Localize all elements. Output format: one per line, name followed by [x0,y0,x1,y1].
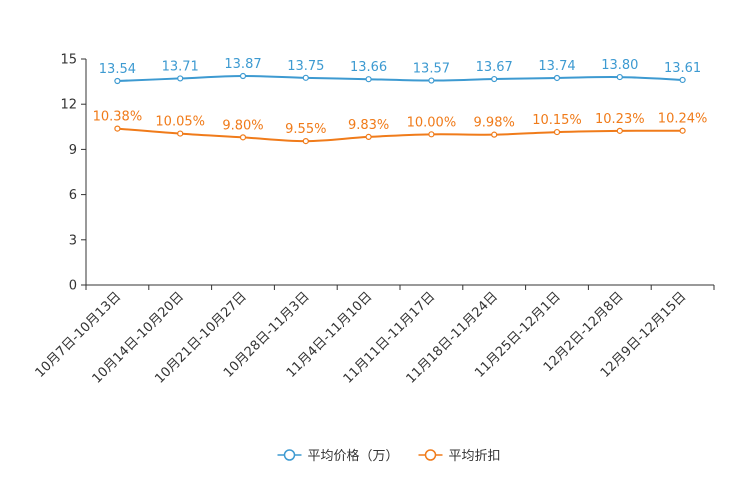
legend-marker-icon [283,449,296,461]
series-1-data-label: 10.15% [532,113,582,128]
series-1-data-label: 9.80% [222,118,263,133]
y-tick-label: 0 [69,279,77,294]
y-tick-label: 3 [69,233,77,248]
series-0-data-label: 13.71 [162,59,199,74]
y-tick-label: 12 [60,98,77,113]
series-0-point [239,72,247,80]
series-0-data-label: 13.74 [538,59,575,74]
series-1-data-label: 9.83% [348,118,389,133]
series-1-data-label: 10.23% [595,112,645,127]
series-0-point [679,76,686,84]
data-label-layer: 13.54 13.71 13.87 13.75 13.66 13.57 13.67 13.74… [93,57,708,137]
series-1-data-label: 9.98% [474,116,515,131]
series-0-data-label: 13.61 [664,61,701,76]
series-0-point [553,74,561,82]
series-1-data-label: 10.00% [407,115,457,130]
series-1-point [365,133,372,140]
series-0-data-label: 13.87 [224,57,261,72]
series-0-point [365,76,372,83]
series-0-data-label: 13.54 [99,62,136,77]
series-0-point [114,77,121,85]
series-0-point [491,75,498,83]
series-1-point [428,131,435,138]
series-0-point [177,75,184,82]
series-1-point [302,138,309,145]
series-line-0 [117,75,683,82]
axes-layer: 0369121510月7日-10月13日10月14日-10月20日10月21日-… [33,53,715,387]
series-1-point [553,128,561,136]
legend-item-0[interactable]: 平均价格（万） [277,448,399,464]
legend-marker-icon [424,449,437,461]
series-1-data-label: 9.55% [285,122,326,137]
series-1-point [239,134,247,141]
series-line-1 [117,127,683,143]
series-1-point [177,130,184,137]
legend-label: 平均价格（万） [308,448,399,464]
series-1-data-label: 10.24% [658,112,708,127]
series-layer [114,72,686,145]
series-0-point [428,77,435,84]
series-1-point [679,127,686,134]
legend-label: 平均折扣 [449,449,501,464]
legend[interactable]: 平均价格（万） 平均折扣 [277,448,501,464]
legend-item-1[interactable]: 平均折扣 [418,449,501,464]
series-1-point [616,127,623,134]
series-1-data-label: 10.38% [93,110,143,125]
series-0-data-label: 13.75 [287,59,324,74]
series-0-point [616,73,623,81]
series-0-point [302,74,309,81]
series-1-point [114,125,121,132]
series-0-data-label: 13.80 [601,58,638,73]
y-tick-label: 6 [69,188,77,203]
series-0-data-label: 13.67 [476,60,513,75]
series-1-point [491,131,498,138]
series-0-data-label: 13.66 [350,60,387,75]
y-tick-label: 9 [69,143,77,158]
series-0-data-label: 13.57 [413,62,450,77]
series-1-data-label: 10.05% [155,115,205,130]
y-tick-label: 15 [60,53,77,68]
